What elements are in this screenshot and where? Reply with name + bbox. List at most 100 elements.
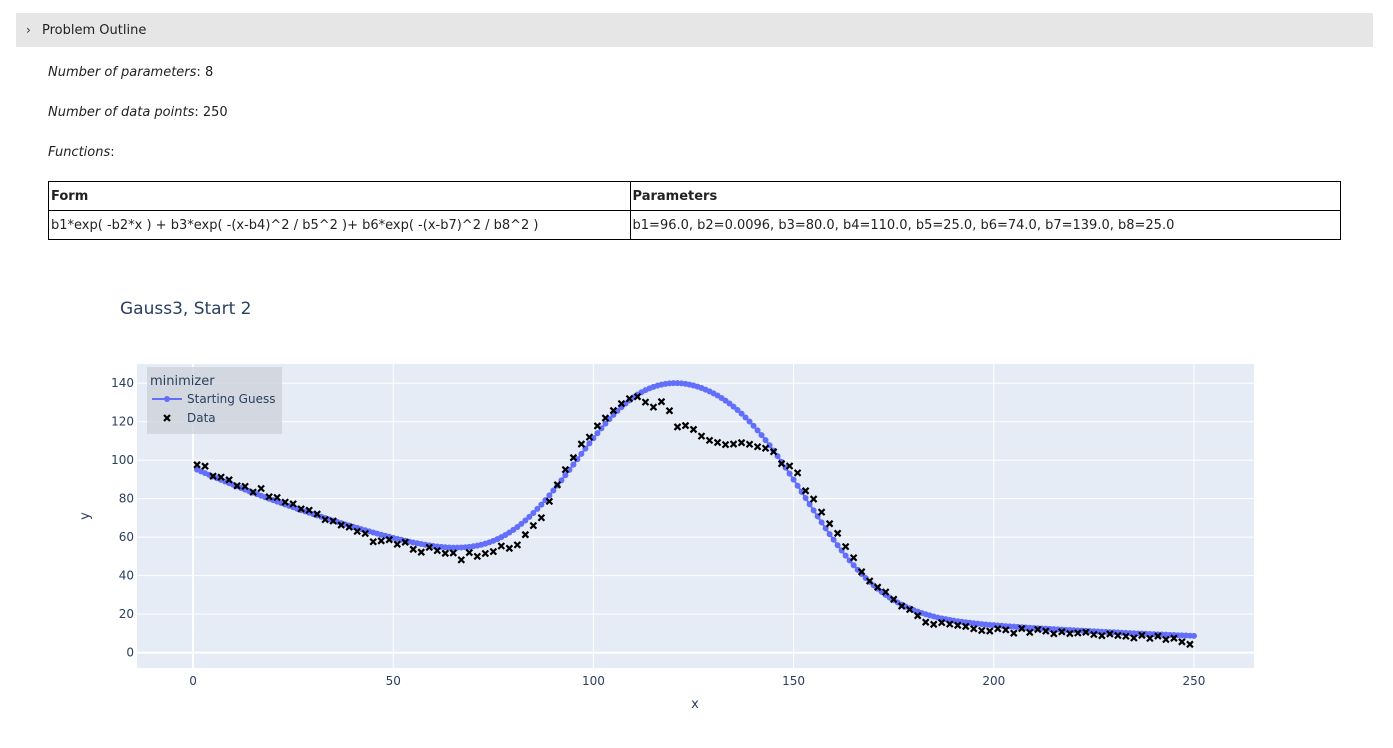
data-point [561, 465, 570, 474]
data-point [873, 583, 882, 591]
num-points-label: Number of data points [48, 105, 195, 120]
data-point [1130, 634, 1138, 642]
data-point [1162, 635, 1170, 644]
starting-guess-point [546, 492, 553, 499]
data-point [369, 538, 377, 546]
data-point [1170, 634, 1178, 642]
data-point [945, 620, 954, 628]
data-point [801, 487, 810, 495]
data-point [793, 469, 802, 477]
data-point [785, 462, 794, 470]
data-point [1034, 625, 1042, 634]
starting-guess-point [602, 420, 609, 427]
table-header-row: Form Parameters [48, 181, 1342, 211]
starting-guess-point [762, 437, 769, 444]
data-point [985, 627, 994, 635]
data-point [289, 500, 297, 508]
legend-label-starting-guess: Starting Guess [187, 392, 275, 406]
table-header-parameters: Parameters [629, 181, 1342, 211]
data-point [545, 497, 554, 506]
data-point [633, 392, 642, 401]
data-point [825, 519, 834, 528]
functions-table: Form Parameters b1*exp( -b2*x ) + b3*exp… [48, 181, 1342, 240]
data-point [649, 403, 658, 411]
data-point [1146, 634, 1154, 643]
legend-item-data[interactable]: Data [163, 411, 216, 425]
data-point [225, 476, 233, 484]
starting-guess-point [854, 566, 861, 573]
data-point [1050, 629, 1058, 638]
data-point [361, 529, 369, 538]
data-point [321, 515, 329, 524]
y-tick-label: 120 [111, 415, 134, 429]
data-point [841, 542, 850, 551]
starting-guess-point [826, 531, 833, 538]
data-point [1010, 629, 1018, 637]
data-point [353, 527, 361, 536]
data-point [233, 482, 241, 490]
data-point [1090, 630, 1098, 639]
starting-guess-point [830, 536, 837, 543]
data-point [849, 553, 858, 562]
data-point [1106, 630, 1114, 638]
data-point [553, 481, 562, 489]
chevron-right-icon: › [26, 23, 31, 37]
data-point [609, 406, 618, 415]
x-tick-label: 250 [1182, 674, 1205, 688]
data-point [393, 540, 402, 549]
y-tick-label: 40 [119, 569, 134, 583]
legend-item-starting-guess[interactable]: Starting Guess [152, 392, 275, 406]
data-point [681, 421, 690, 430]
starting-guess-point [1190, 632, 1197, 639]
data-point [433, 546, 442, 555]
data-point [377, 537, 385, 545]
tick-labels: 0 50 100 150 200 250 0 20 40 60 80 100 120 140 [111, 376, 1205, 688]
starting-guess-point [834, 542, 841, 549]
problem-outline-title: Problem Outline [42, 22, 147, 38]
data-point [697, 432, 706, 440]
data-point [745, 440, 754, 449]
data-point [1098, 631, 1106, 640]
chart-figure[interactable]: Gauss3, Start 2 0 50 100 150 200 250 0 20 40 60 80… [0, 290, 1393, 730]
data-point [777, 459, 786, 468]
starting-guess-point [738, 410, 745, 417]
data-point [817, 508, 826, 516]
data-point [769, 447, 778, 456]
starting-guess-point [730, 403, 737, 410]
data-point [505, 544, 514, 553]
data-point [665, 406, 674, 415]
starting-guess-point [790, 476, 797, 483]
starting-guess-point [594, 430, 601, 437]
starting-guess-point [842, 552, 849, 559]
data-point [1018, 624, 1026, 633]
problem-outline-toggle[interactable]: › Problem Outline [16, 13, 1373, 47]
functions-label: Functions [48, 145, 111, 160]
data-point [521, 530, 530, 539]
x-tick-label: 50 [386, 674, 401, 688]
data-point [1178, 638, 1186, 646]
data-point [1026, 628, 1034, 637]
data-point [265, 492, 273, 501]
plot-area[interactable] [137, 364, 1254, 668]
starting-guess-point [518, 520, 525, 527]
num-params-line: Number of parameters: 8 [48, 65, 214, 80]
y-axis-title: y [78, 512, 93, 520]
starting-guess-point [550, 487, 557, 494]
starting-guess-point [530, 509, 537, 516]
data-point [833, 529, 842, 538]
data-point [969, 624, 978, 633]
num-params-value: 8 [204, 65, 214, 80]
legend[interactable]: minimizer Starting Guess Data [147, 367, 282, 434]
data-point [417, 548, 426, 556]
starting-guess-point [598, 425, 605, 432]
data-point [409, 545, 418, 554]
data-point [281, 498, 289, 506]
starting-guess-point [534, 505, 541, 512]
data-point [305, 506, 313, 515]
starting-guess-point [562, 472, 569, 479]
data-point [385, 535, 394, 544]
starting-guess-point [754, 427, 761, 434]
data-point [977, 626, 986, 635]
data-point [193, 461, 201, 469]
data-point [929, 620, 938, 629]
